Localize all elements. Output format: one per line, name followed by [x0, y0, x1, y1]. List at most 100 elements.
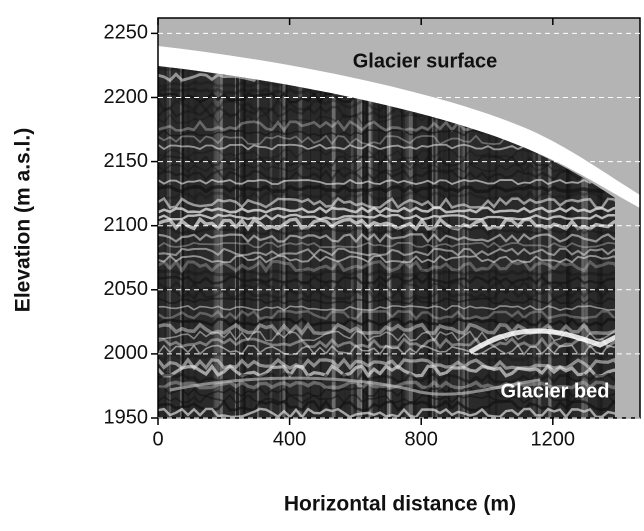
y-tick-label: 2050 [104, 278, 149, 300]
reflection [158, 344, 615, 356]
bed-reflection [169, 376, 541, 396]
trace [243, 66, 246, 418]
reflection [158, 317, 615, 327]
trace [460, 66, 462, 418]
trace [216, 66, 220, 418]
trace [383, 66, 387, 418]
trace [164, 66, 166, 418]
trace [285, 66, 288, 418]
trace [364, 66, 369, 418]
trace [344, 66, 346, 418]
x-tick-label: 800 [405, 428, 438, 450]
trace [256, 66, 260, 418]
trace [193, 66, 198, 418]
trace [360, 66, 362, 418]
trace [234, 66, 236, 418]
trace [600, 66, 604, 418]
reflection [158, 213, 615, 221]
trace [494, 66, 498, 418]
trace [181, 66, 184, 418]
trace [158, 66, 161, 418]
reflection [158, 184, 615, 194]
trace [413, 66, 417, 418]
trace [443, 66, 445, 418]
trace [532, 66, 536, 418]
reflection [158, 206, 615, 214]
trace [569, 66, 573, 418]
trace [400, 66, 404, 418]
trace [409, 66, 412, 418]
reflection [158, 162, 615, 173]
trace [235, 66, 237, 418]
trace [365, 66, 369, 418]
trace [458, 66, 461, 418]
trace [368, 66, 373, 418]
reflection [158, 363, 615, 379]
trace [566, 66, 569, 418]
y-tick-label: 2100 [104, 214, 149, 236]
trace [267, 66, 272, 418]
trace [597, 66, 600, 418]
y-axis-label: Elevation (m a.s.l.) [12, 128, 35, 312]
y-tick-label: 2200 [104, 86, 149, 108]
trace [445, 66, 447, 418]
x-tick-label: 0 [152, 428, 163, 450]
trace [448, 66, 451, 418]
trace [169, 66, 171, 418]
trace [538, 66, 542, 418]
reflection [158, 259, 615, 274]
reflection [158, 352, 615, 362]
reflection [158, 394, 615, 404]
reflection [158, 269, 615, 277]
trace [581, 66, 585, 418]
reflection [158, 226, 615, 236]
ice-body [158, 66, 615, 418]
trace [429, 66, 432, 418]
trace [219, 66, 223, 418]
trace [381, 66, 383, 418]
trace [360, 66, 363, 418]
trace [435, 66, 438, 418]
trace [431, 66, 434, 418]
reflection [158, 357, 615, 371]
trace [350, 66, 354, 418]
trace [187, 66, 190, 418]
trace [359, 66, 364, 418]
trace [166, 66, 169, 418]
trace [181, 66, 184, 418]
reflection [158, 168, 615, 182]
reflection [158, 254, 615, 264]
reflection [158, 407, 615, 418]
radargram [158, 18, 640, 418]
trace [521, 66, 524, 418]
trace [565, 66, 570, 418]
reflection [158, 247, 615, 257]
reflection [158, 274, 615, 286]
trace [467, 66, 469, 418]
reflection [158, 309, 615, 321]
trace [215, 66, 219, 418]
trace [179, 66, 183, 418]
trace [361, 66, 365, 418]
trace [461, 66, 466, 418]
trace [408, 66, 413, 418]
trace [527, 66, 530, 418]
reflection [158, 154, 615, 167]
trace [385, 66, 387, 418]
annotation: Glacier bed [501, 380, 610, 402]
annotation: Glacier surface [353, 50, 498, 72]
trace [242, 66, 246, 418]
reflection [158, 232, 615, 244]
trace [389, 66, 392, 418]
y-tick-label: 2000 [104, 342, 149, 364]
trace [462, 66, 466, 418]
reflection [158, 297, 615, 305]
trace [413, 66, 415, 418]
trace [386, 66, 391, 418]
y-tick-label: 2250 [104, 22, 149, 44]
reflection [158, 399, 615, 413]
reflection [158, 304, 615, 311]
trace [599, 66, 602, 418]
reflection [158, 196, 615, 210]
y-tick-label: 2150 [104, 150, 149, 172]
